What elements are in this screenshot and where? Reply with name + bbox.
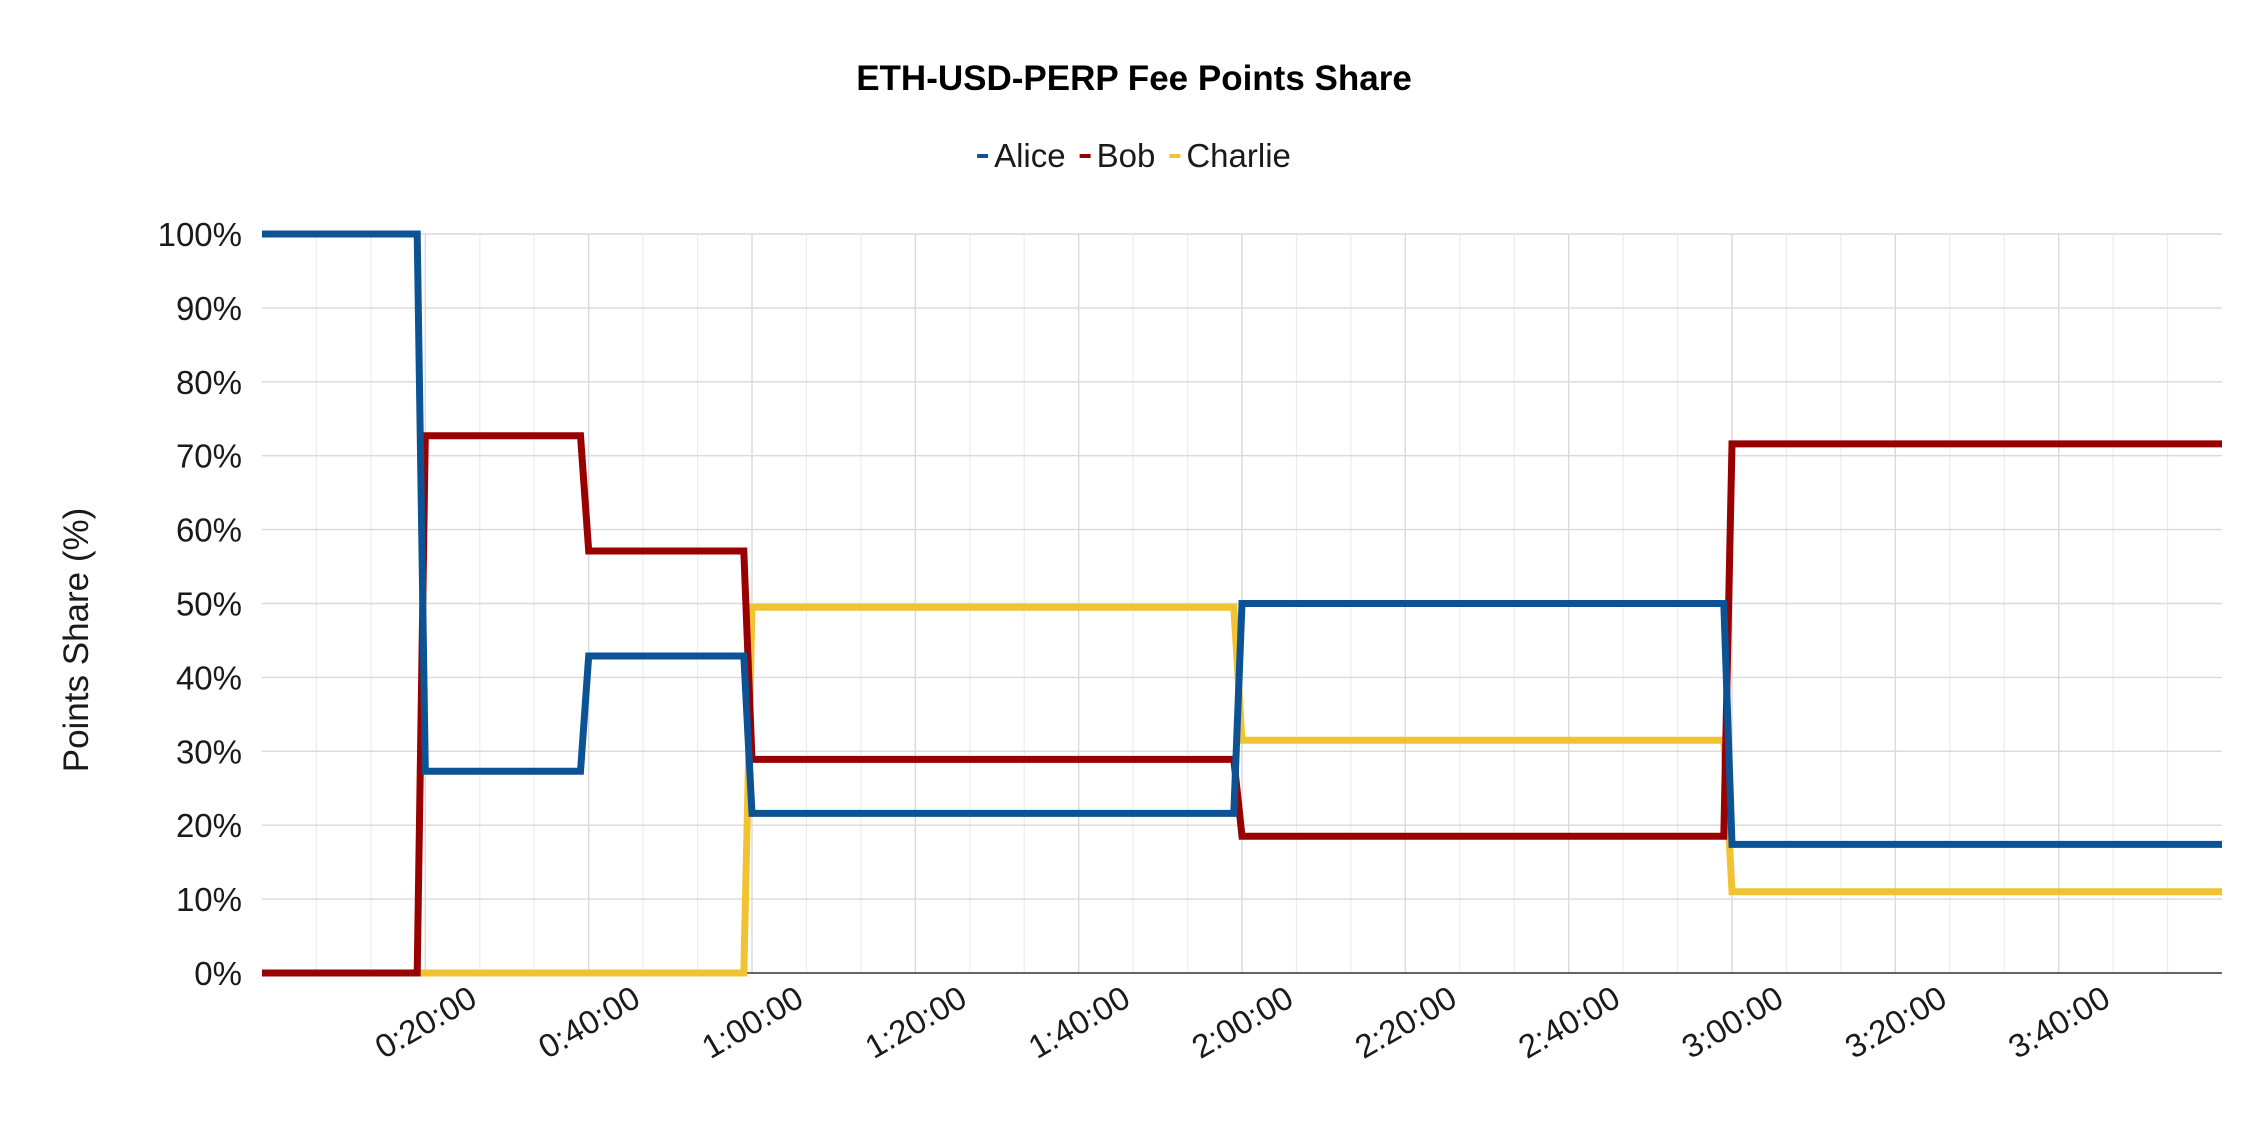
x-tick-label: 1:00:00 xyxy=(695,978,809,1065)
x-tick-label: 1:40:00 xyxy=(1022,978,1136,1065)
x-tick-label: 1:20:00 xyxy=(859,978,973,1065)
y-axis-ticks: 0% 10% 20% 30% 40% 50% 60% 70% 80% 90% 100% xyxy=(158,216,242,992)
y-tick-label: 100% xyxy=(158,216,242,253)
y-tick-label: 20% xyxy=(176,807,242,844)
grid-lines xyxy=(262,233,2222,974)
y-tick-label: 60% xyxy=(176,512,242,549)
legend-item-charlie: Charlie xyxy=(1169,137,1291,174)
chart-legend: Alice Bob Charlie xyxy=(977,137,1291,174)
legend-swatch xyxy=(1079,154,1091,158)
legend-item-bob: Bob xyxy=(1079,137,1156,174)
y-tick-label: 0% xyxy=(194,955,242,992)
y-tick-label: 10% xyxy=(176,881,242,918)
series-lines xyxy=(262,230,2222,977)
x-tick-label: 0:40:00 xyxy=(532,978,646,1065)
y-tick-label: 40% xyxy=(176,659,242,696)
y-tick-label: 90% xyxy=(176,290,242,327)
legend-item-alice: Alice xyxy=(977,137,1066,174)
y-tick-label: 80% xyxy=(176,364,242,401)
y-tick-label: 30% xyxy=(176,733,242,770)
y-tick-label: 70% xyxy=(176,438,242,475)
y-tick-label: 50% xyxy=(176,586,242,623)
x-axis-ticks: 0:20:00 0:40:00 1:00:00 1:20:00 1:40:00 2:00:… xyxy=(369,978,2116,1065)
x-tick-label: 3:20:00 xyxy=(1839,978,1953,1065)
legend-label: Bob xyxy=(1097,137,1156,174)
y-axis-title: Points Share (%) xyxy=(57,508,96,773)
legend-swatch xyxy=(1169,154,1181,158)
legend-label: Charlie xyxy=(1186,137,1291,174)
legend-label: Alice xyxy=(994,137,1066,174)
series-line-alice xyxy=(262,230,2222,848)
x-tick-label: 2:20:00 xyxy=(1349,978,1463,1065)
chart-title: ETH-USD-PERP Fee Points Share xyxy=(856,59,1412,98)
x-tick-label: 2:00:00 xyxy=(1185,978,1299,1065)
x-tick-label: 0:20:00 xyxy=(369,978,483,1065)
legend-swatch xyxy=(977,154,989,158)
x-tick-label: 3:40:00 xyxy=(2002,978,2116,1065)
x-tick-label: 2:40:00 xyxy=(1512,978,1626,1065)
x-tick-label: 3:00:00 xyxy=(1675,978,1789,1065)
